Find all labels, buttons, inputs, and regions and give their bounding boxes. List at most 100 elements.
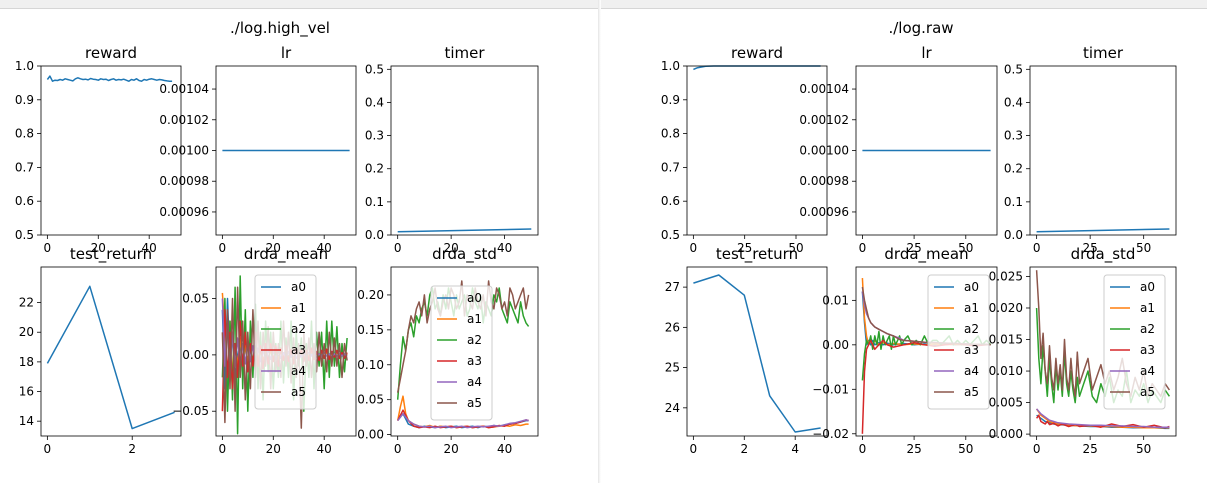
figure-window-right: ./log.raw reward 0 25 50 0.5 0.6 0.7 0.8 0.9 1.0 lr… [601, 0, 1207, 483]
y-tick-label: 0.8 [661, 127, 680, 141]
legend: a0 a1 a2 a3 a4 a5 [430, 285, 493, 421]
legend-label-a1: a1 [291, 301, 306, 315]
y-tick-label: 0.10 [357, 358, 384, 372]
legend-label-a4: a4 [467, 375, 482, 389]
axes-frame [390, 266, 539, 437]
legend-label-a3: a3 [1140, 343, 1155, 357]
legend-label-a0: a0 [1140, 280, 1155, 294]
subplot-title: test_return [716, 245, 798, 264]
subplot-title: reward [731, 44, 783, 62]
legend-label-a4: a4 [1140, 364, 1155, 378]
x-tick-label: 50 [788, 241, 803, 255]
y-tick-label: 0.5 [15, 228, 34, 242]
y-tick-label: 0.0 [365, 228, 384, 242]
y-tick-label: 0.00102 [799, 113, 849, 127]
y-tick-label: 0.5 [661, 228, 680, 242]
y-tick-label: 0.2 [365, 162, 384, 176]
legend: a0 a1 a2 a3 a4 a5 [927, 274, 990, 410]
subplot-title: test_return [70, 245, 152, 264]
y-tick-label: 0.6 [15, 194, 34, 208]
toolbar-left[interactable] [0, 0, 598, 9]
y-tick-label: 0.7 [661, 160, 680, 174]
series-line-line [46, 75, 173, 82]
x-tick-label: 40 [317, 442, 332, 456]
y-tick-label: 0.4 [1004, 95, 1023, 109]
x-tick-label: 0 [1033, 442, 1041, 456]
series-line-a4 [1036, 408, 1170, 428]
x-tick-label: 25 [1083, 442, 1098, 456]
x-tick-label: 20 [443, 241, 458, 255]
y-tick-label: 0.00100 [159, 144, 209, 158]
y-tick-label: 0.8 [15, 127, 34, 141]
legend-label-a1: a1 [467, 312, 482, 326]
x-tick-label: 0 [859, 442, 867, 456]
axes-frame [390, 65, 539, 236]
subplot-title: drda_std [1071, 245, 1136, 264]
y-tick-label: 0.00096 [799, 205, 849, 219]
y-tick-label: 0.20 [357, 288, 384, 302]
legend-label-a2: a2 [291, 322, 306, 336]
series-line-line [1036, 228, 1170, 233]
subplot-title: drda_std [432, 245, 497, 264]
subplot-title: timer [444, 44, 485, 62]
legend-label-a4: a4 [964, 364, 979, 378]
axes-frame [215, 266, 357, 437]
y-tick-label: 0.9 [15, 93, 34, 107]
legend-label-a0: a0 [964, 280, 979, 294]
subplot-timer: timer 0 20 40 0.0 0.1 0.2 0.3 0.4 0.5 [365, 44, 539, 255]
x-tick-label: 20 [443, 442, 458, 456]
legend-label-a2: a2 [1140, 322, 1155, 336]
x-tick-label: 2 [740, 442, 748, 456]
y-tick-label: 25 [665, 361, 680, 375]
legend-label-a1: a1 [1140, 301, 1155, 315]
axes-frame [1029, 266, 1177, 437]
y-tick-label: 0.5 [1004, 62, 1023, 76]
y-tick-label: 0.3 [1004, 129, 1023, 143]
legend-label-a3: a3 [467, 354, 482, 368]
axes-frame [40, 266, 182, 437]
y-tick-label: 0.9 [661, 93, 680, 107]
y-tick-label: 0.4 [365, 95, 384, 109]
y-tick-label: −0.01 [812, 382, 849, 396]
subplot-lr: lr 0 25 50 0.00096 0.00098 0.00100 0.00102 0.001… [799, 44, 998, 255]
y-tick-label: 14 [19, 414, 34, 428]
x-tick-label: 25 [906, 241, 921, 255]
y-tick-label: 16 [19, 385, 34, 399]
subplot-lr: lr 0 20 40 0.00096 0.00098 0.00100 0.00102 0.001… [159, 44, 357, 255]
y-tick-label: 0.2 [1004, 162, 1023, 176]
series-line-line [693, 274, 821, 433]
legend: a0 a1 a2 a3 a4 a5 [254, 274, 317, 410]
y-tick-label: 0.7 [15, 160, 34, 174]
y-tick-label: 0.00 [357, 428, 384, 442]
x-tick-label: 40 [497, 241, 512, 255]
x-tick-label: 50 [958, 241, 973, 255]
y-tick-label: 0.00 [182, 348, 209, 362]
y-tick-label: 0.00104 [159, 82, 209, 96]
y-tick-label: 0.00102 [159, 113, 209, 127]
toolbar-right[interactable] [601, 0, 1207, 9]
y-tick-label: 22 [19, 296, 34, 310]
subplot-reward: reward 0 20 40 0.5 0.6 0.7 0.8 0.9 1.0 [15, 44, 182, 255]
subplot-drda-std: drda_std 0 25 50 0.000 0.005 0.010 0.015 0.020 0.… [989, 245, 1177, 456]
y-tick-label: 0.015 [989, 333, 1023, 347]
legend-label-a5: a5 [291, 385, 306, 399]
figure-suptitle: ./log.raw [888, 19, 953, 37]
axes-frame [40, 65, 182, 236]
legend-label-a5: a5 [1140, 385, 1155, 399]
y-tick-label: 0.00 [822, 338, 849, 352]
y-tick-label: 0.01 [822, 293, 849, 307]
y-tick-label: −0.05 [172, 404, 209, 418]
x-tick-label: 0 [690, 241, 698, 255]
y-tick-label: −0.02 [812, 427, 849, 441]
series-line-line [46, 285, 175, 430]
y-tick-label: 0.1 [1004, 195, 1023, 209]
legend-label-a5: a5 [467, 396, 482, 410]
y-tick-label: 0.020 [989, 301, 1023, 315]
subplot-timer: timer 0 25 50 0.0 0.1 0.2 0.3 0.4 0.5 [1004, 44, 1177, 255]
x-tick-label: 25 [737, 241, 752, 255]
legend-label-a0: a0 [291, 280, 306, 294]
x-tick-label: 2 [128, 442, 136, 456]
subplot-title: reward [85, 44, 137, 62]
